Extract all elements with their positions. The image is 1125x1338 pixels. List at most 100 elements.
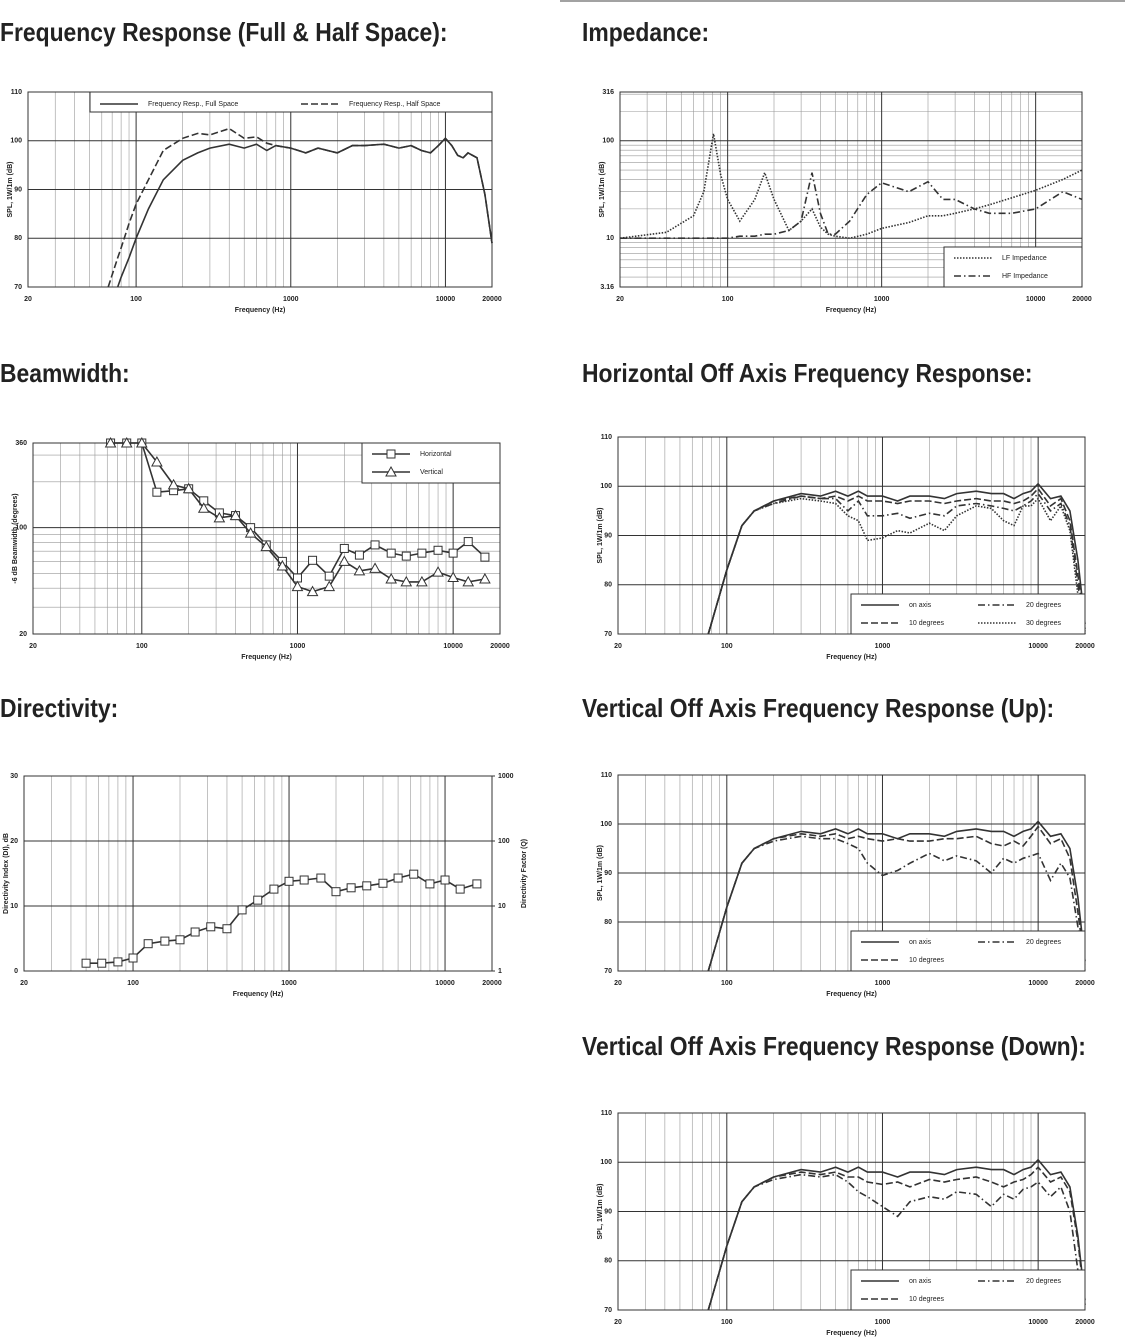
marker — [206, 922, 216, 932]
x-tick-label: 10000 — [1028, 643, 1048, 650]
marker — [433, 545, 443, 555]
marker — [299, 875, 309, 885]
y-tick-label: 90 — [604, 870, 612, 877]
series-line — [620, 172, 1083, 239]
y2-tick-label: 10 — [498, 903, 506, 910]
series-line — [707, 487, 1086, 635]
y2-axis-label: Directivity Factor (Q) — [521, 839, 528, 908]
marker — [120, 436, 133, 448]
marker — [462, 575, 475, 587]
x-axis-label: Frequency (Hz) — [826, 307, 877, 314]
y-tick-label: 80 — [604, 1258, 612, 1265]
marker — [409, 869, 419, 879]
marker — [306, 585, 319, 597]
x-tick-label: 1000 — [290, 643, 306, 650]
y-tick-label: 70 — [604, 968, 612, 975]
x-tick-label: 10000 — [443, 643, 463, 650]
y-tick-label: 100 — [600, 1159, 612, 1166]
x-tick-label: 100 — [721, 1319, 733, 1326]
y-tick-label: 10 — [10, 903, 18, 910]
marker — [479, 572, 491, 584]
legend-box — [943, 246, 1083, 288]
marker — [369, 562, 381, 573]
x-tick-label: 1000 — [875, 643, 891, 650]
series-line — [707, 482, 1086, 635]
legend-box — [89, 91, 493, 113]
y-tick-label: 0 — [14, 968, 18, 975]
x-tick-label: 100 — [136, 643, 148, 650]
x-tick-label: 1000 — [874, 296, 890, 303]
legend-label: Horizontal — [420, 451, 452, 458]
marker — [425, 879, 435, 889]
marker — [182, 482, 195, 494]
x-tick-label: 20000 — [482, 296, 502, 303]
x-axis-label: Frequency (Hz) — [241, 654, 292, 661]
heading: Beamwidth: — [0, 358, 130, 388]
y-tick-label: 316 — [602, 89, 614, 96]
marker — [97, 958, 107, 968]
y-tick-label: 10 — [606, 235, 614, 242]
marker — [324, 571, 334, 581]
marker — [393, 873, 403, 883]
y-axis-label: Directivity Index (DI), dB — [3, 833, 10, 914]
legend-label: 20 degrees — [1026, 602, 1062, 609]
marker — [167, 478, 180, 490]
x-tick-label: 100 — [721, 980, 733, 987]
marker — [386, 548, 396, 558]
legend-label: 30 degrees — [1026, 620, 1062, 627]
legend-box — [850, 593, 1086, 635]
marker — [400, 575, 413, 587]
marker — [190, 927, 200, 937]
y-tick-label: 70 — [14, 284, 22, 291]
y-tick-label: 100 — [10, 138, 22, 145]
y-tick-label: 100 — [600, 483, 612, 490]
marker — [386, 449, 396, 459]
heading: Frequency Response (Full & Half Space): — [0, 17, 448, 47]
x-axis-label: Frequency (Hz) — [826, 654, 877, 661]
y-axis-label: SPL, 1W/1m (dB) — [7, 161, 14, 217]
x-tick-label: 10000 — [436, 296, 456, 303]
marker — [417, 548, 427, 558]
marker — [378, 878, 388, 888]
x-axis-label: Frequency (Hz) — [233, 991, 284, 998]
marker — [385, 572, 398, 584]
y-tick-label: 110 — [601, 772, 612, 779]
marker — [339, 543, 349, 553]
x-axis-label: Frequency (Hz) — [826, 1330, 877, 1337]
x-tick-label: 100 — [127, 980, 139, 987]
marker — [447, 571, 459, 583]
legend-label: Frequency Resp., Full Space — [148, 101, 238, 108]
series-line — [707, 825, 1086, 972]
legend-box — [850, 1269, 1086, 1311]
legend-label: HF Impedance — [1002, 273, 1048, 280]
series-line — [707, 497, 1086, 635]
y-tick-label: 100 — [600, 821, 612, 828]
marker — [128, 953, 138, 963]
marker — [463, 537, 473, 547]
marker — [472, 879, 482, 889]
x-tick-label: 1000 — [283, 296, 299, 303]
x-tick-label: 20 — [29, 643, 37, 650]
x-tick-label: 1000 — [875, 980, 891, 987]
marker — [448, 548, 458, 558]
y-tick-label: 80 — [14, 235, 22, 242]
series-line — [107, 127, 493, 288]
y-axis-label: SPL, 1W/1m (dB) — [599, 161, 606, 217]
x-tick-label: 100 — [722, 296, 734, 303]
marker — [229, 509, 242, 521]
marker — [237, 905, 247, 915]
y2-tick-label: 100 — [498, 838, 510, 845]
y-tick-label: 110 — [11, 89, 22, 96]
marker — [175, 935, 185, 945]
marker — [346, 883, 356, 893]
marker — [104, 436, 117, 448]
y-tick-label: 90 — [14, 186, 22, 193]
series-line — [707, 835, 1086, 972]
marker — [455, 884, 465, 894]
x-axis-label: Frequency (Hz) — [826, 991, 877, 998]
marker — [370, 540, 380, 550]
x-tick-label: 20000 — [482, 980, 502, 987]
marker — [152, 487, 162, 497]
heading: Impedance: — [582, 17, 710, 47]
